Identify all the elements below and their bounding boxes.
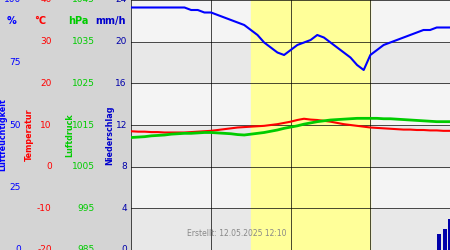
Text: hPa: hPa	[68, 16, 89, 26]
Bar	[131, 208, 450, 250]
Text: 0: 0	[46, 162, 52, 171]
Text: 1015: 1015	[72, 120, 94, 130]
Text: 985: 985	[77, 246, 94, 250]
Text: °C: °C	[35, 16, 46, 26]
Text: Erstellt: 12.05.2025 12:10: Erstellt: 12.05.2025 12:10	[187, 229, 286, 238]
Text: -10: -10	[37, 204, 52, 213]
Text: Luftfeuchtigkeit: Luftfeuchtigkeit	[0, 98, 8, 172]
Text: 20: 20	[116, 37, 127, 46]
Bar	[448, 219, 450, 250]
Text: mm/h: mm/h	[95, 16, 126, 26]
Text: 16: 16	[115, 79, 127, 88]
Text: 1005: 1005	[72, 162, 94, 171]
Bar	[131, 167, 450, 208]
Bar	[131, 125, 450, 167]
Text: 8: 8	[121, 162, 127, 171]
Bar	[443, 229, 447, 250]
Text: 100: 100	[4, 0, 21, 4]
Text: 25: 25	[10, 183, 21, 192]
Text: 10: 10	[40, 120, 52, 130]
Bar	[131, 0, 450, 42]
Text: 75: 75	[9, 58, 21, 67]
Text: 40: 40	[40, 0, 52, 4]
Text: -20: -20	[37, 246, 52, 250]
Bar	[437, 234, 441, 250]
Text: 0: 0	[15, 246, 21, 250]
Text: 4: 4	[121, 204, 127, 213]
Text: 1025: 1025	[72, 79, 94, 88]
Text: %: %	[6, 16, 16, 26]
Text: 20: 20	[40, 79, 52, 88]
Text: 1045: 1045	[72, 0, 94, 4]
Text: 50: 50	[9, 120, 21, 130]
Text: 30: 30	[40, 37, 52, 46]
Text: 995: 995	[77, 204, 94, 213]
Bar	[251, 0, 370, 250]
Bar	[131, 42, 450, 83]
Bar	[131, 83, 450, 125]
Text: Luftdruck: Luftdruck	[65, 113, 74, 157]
Text: Niederschlag: Niederschlag	[105, 105, 114, 165]
Text: 12: 12	[116, 120, 127, 130]
Text: 0: 0	[121, 246, 127, 250]
Text: Temperatur: Temperatur	[25, 109, 34, 161]
Text: 1035: 1035	[72, 37, 94, 46]
Text: 24: 24	[116, 0, 127, 4]
